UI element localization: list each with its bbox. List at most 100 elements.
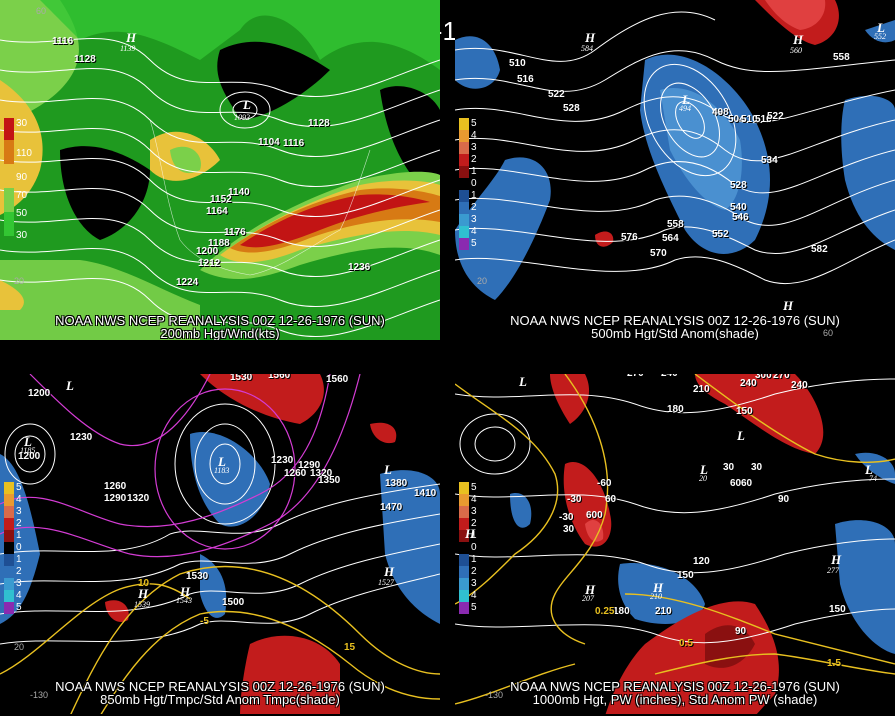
contour-label: 1164 (206, 206, 228, 217)
pressure-value: 1093 (234, 113, 250, 122)
contour-label: 180 (667, 404, 684, 415)
pressure-value: 560 (790, 46, 802, 55)
legend-label: 5 (471, 602, 477, 613)
contour-label: -30 (567, 494, 582, 505)
contour-label: 1470 (380, 502, 403, 513)
contour-label: 270 (773, 374, 790, 381)
legend-label: 3 (16, 578, 22, 589)
contour-label: 570 (650, 248, 667, 259)
legend-label: 30 (16, 118, 28, 129)
contour-label: 1212 (198, 258, 221, 269)
panel-caption: NOAA NWS NCEP REANALYSIS 00Z 12-26-1976 … (510, 679, 840, 694)
contour-label: 510 (509, 58, 526, 69)
lat-label: 20 (477, 276, 488, 286)
temperature-contours (0, 374, 361, 558)
legend-label: 3 (471, 506, 477, 517)
contour-label: 1530 (186, 571, 209, 582)
contour-label: 1290 (298, 460, 321, 471)
contour-label: 1188 (208, 238, 230, 249)
contour-label: 1200 (196, 246, 219, 257)
contour-label: 90 (735, 626, 747, 637)
legend-label: 0 (471, 542, 477, 553)
map-200mb (0, 0, 440, 340)
legend-label: 5 (471, 238, 477, 249)
low-pressure-center: L (877, 20, 885, 35)
height-contours (455, 11, 895, 285)
pressure-value: 20 (699, 474, 707, 483)
contour-label: 1104 (258, 137, 280, 148)
contour-label: 30 (723, 462, 735, 473)
panel-subcaption: 850mb Hgt/Tmpc/Std Anom Tmpc(shade) (100, 692, 340, 707)
contour-label: 1140 (228, 187, 250, 198)
contour-label: -30 (559, 512, 574, 523)
contour-label: 120 (693, 556, 710, 567)
contour-label: 210 (693, 384, 710, 395)
contour-label: 180 (613, 606, 630, 617)
contour-label: 1116 (283, 138, 305, 149)
contour-label: 1200 (18, 451, 41, 462)
pressure-value: 494 (679, 104, 691, 113)
contour-label: 60 (741, 478, 753, 489)
legend-label: 2 (471, 154, 477, 165)
contour-label: 1500 (222, 597, 245, 608)
pressure-value: 1185 (20, 446, 36, 455)
legend-label: 4 (16, 590, 22, 601)
contour-label: 1320 (127, 493, 150, 504)
pressure-value: 584 (581, 44, 593, 53)
contour-label: 150 (677, 570, 694, 581)
height-contours (0, 37, 440, 338)
panel-subcaption: 200mb Hgt/Wnd(kts) (160, 326, 280, 340)
contour-label: 510 (741, 114, 758, 125)
contour-label: -5 (200, 616, 209, 627)
contour-label: 1350 (318, 475, 341, 486)
legend-label: 1 (16, 554, 22, 565)
contour-label: -60 (597, 478, 612, 489)
high-pressure-center: H (126, 30, 137, 45)
contour-label: 540 (730, 202, 747, 213)
contour-label: 534 (761, 155, 778, 166)
high-pressure-center: H (585, 582, 596, 597)
contour-label: 1230 (271, 455, 294, 466)
high-pressure-center: H (138, 586, 149, 601)
legend-label: 2 (471, 566, 477, 577)
panel-500mb: 20 60 5 4 3 2 1 0 1 2 3 4 5 510 516 522 … (455, 0, 895, 340)
contour-label: 0.25 (595, 606, 615, 617)
high-pressure-center: H (793, 32, 804, 47)
low-pressure-center: L (682, 92, 690, 107)
lat-label: -130 (30, 690, 49, 700)
contour-label: 1320 (310, 468, 333, 479)
pressure-value: 1539 (134, 600, 150, 609)
legend-label: 3 (471, 214, 477, 225)
legend-label: 3 (16, 506, 22, 517)
legend-label: 4 (471, 494, 477, 505)
low-pressure-center: L (384, 462, 392, 477)
legend-label: 4 (471, 590, 477, 601)
contour-label: 1260 (104, 481, 127, 492)
contour-label: 300 (755, 374, 772, 381)
low-pressure-center: L (700, 462, 708, 477)
contour-label: 30 (563, 524, 575, 535)
legend-label: 50 (16, 208, 28, 219)
panel-caption: NOAA NWS NCEP REANALYSIS 00Z 12-26-1976 … (55, 313, 385, 328)
contour-label: 558 (833, 52, 850, 63)
contour-label: 1230 (70, 432, 93, 443)
pressure-value: 1543 (176, 596, 192, 605)
legend-label: 5 (16, 602, 22, 613)
contour-label: 1176 (224, 227, 246, 238)
contour-label: 240 (661, 374, 678, 379)
legend-label: 110 (16, 148, 32, 159)
low-pressure-center: L (218, 454, 226, 469)
contour-label: 552 (712, 229, 729, 240)
high-pressure-center: H (585, 30, 596, 45)
contour-label: 600 (586, 510, 603, 521)
contour-label: 1530 (230, 374, 253, 383)
panel-subcaption: 500mb Hgt/Std Anom(shade) (591, 326, 759, 340)
contour-label: 15 (344, 642, 356, 653)
contour-label: 582 (811, 244, 828, 255)
high-pressure-center: H (783, 298, 794, 313)
pressure-value: 207 (582, 594, 594, 603)
height-contours (455, 378, 895, 644)
contour-label: 504 (728, 114, 745, 125)
legend-label: 2 (16, 566, 22, 577)
pressure-value: 1183 (214, 466, 230, 475)
